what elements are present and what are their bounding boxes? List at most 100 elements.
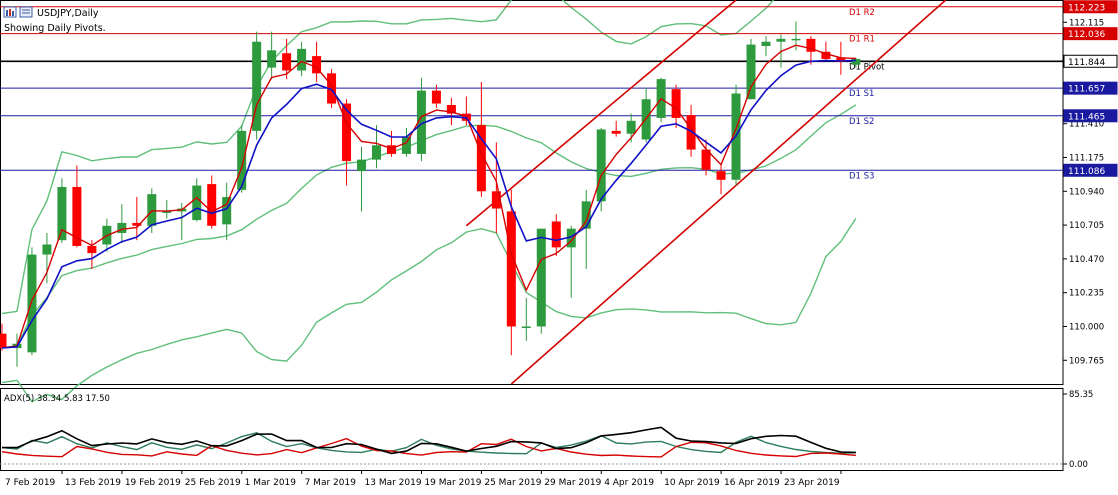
x-tick-label: 19 Feb 2019 [125, 478, 181, 488]
x-tick-label: 10 Apr 2019 [664, 478, 720, 488]
candle-body [267, 50, 277, 68]
pivot-label: D1 R1 [849, 35, 875, 45]
pivot-price-tag-text: 112.036 [1068, 30, 1105, 40]
candle-body [372, 145, 381, 160]
candle-body [821, 51, 831, 59]
candle-body [192, 185, 202, 221]
x-tick-label: 7 Feb 2019 [5, 478, 56, 488]
pivot-price-tag-text: 111.844 [1068, 58, 1105, 68]
bollinger-band-middle [1, 104, 857, 349]
adx-minus-di-line [1, 437, 856, 458]
candle-body [626, 120, 636, 134]
pivot-price-tag [1063, 81, 1118, 95]
candle-body [312, 56, 322, 74]
x-tick-label: 13 Feb 2019 [65, 478, 121, 488]
ema-slow-line [1, 59, 856, 349]
candle-body [596, 129, 606, 202]
y-tick-label: 110.000 [1069, 322, 1104, 332]
candle-body [357, 159, 367, 172]
x-tick-label: 16 Apr 2019 [724, 478, 780, 488]
subtitle: Showing Daily Pivots. [4, 23, 106, 34]
x-tick-label: 13 Mar 2019 [365, 478, 422, 488]
x-tick-label: 19 Mar 2019 [424, 478, 481, 488]
candle-body [416, 90, 426, 154]
channel-upper [465, 0, 737, 227]
adx-y-tick-label: 0.00 [1069, 460, 1088, 470]
candle-body [87, 245, 97, 254]
candle-body [27, 254, 37, 353]
candle-body [446, 104, 456, 114]
candle-body [0, 333, 7, 349]
y-tick-label: 111.175 [1069, 153, 1104, 163]
adx-plus-di-line [1, 432, 856, 455]
ema-fast-line [1, 44, 856, 349]
bollinger-band-upper [1, 0, 775, 315]
candle-body [521, 326, 531, 328]
candle-body [162, 211, 172, 213]
candle-body [42, 244, 52, 255]
y-tick-label: 111.410 [1069, 120, 1104, 130]
y-tick-label: 109.765 [1069, 356, 1104, 366]
candle-body [536, 228, 546, 327]
candle-body [252, 41, 262, 131]
candle-body [581, 201, 591, 229]
adx-main-line [2, 426, 856, 455]
pivot-price-tag [1063, 54, 1118, 68]
candle-body [746, 44, 756, 100]
pivot-price-tag-text: 112.223 [1068, 3, 1105, 13]
price-panel: 112.115 111.410 111.175 110.940 110.705 110.4… [0, 0, 1118, 403]
candle-body [611, 130, 621, 134]
candle-body [386, 145, 396, 154]
symbol-title: USDJPY,Daily [37, 8, 99, 19]
x-tick-label: 1 Mar 2019 [245, 478, 297, 488]
candle-body [791, 38, 801, 41]
pivot-price-tag [1063, 27, 1118, 41]
pivot-price-tag-text: 111.465 [1068, 112, 1105, 122]
bollinger-band-lower [1, 218, 857, 403]
x-tick-label: 4 Apr 2019 [604, 478, 654, 488]
candle-body [476, 125, 486, 192]
candle-body [297, 48, 307, 71]
candle-body [716, 171, 726, 180]
symbol-icon-2 [19, 6, 33, 18]
candle-body [237, 130, 247, 190]
pivot-price-tag [1063, 0, 1118, 14]
candle-body [551, 221, 561, 248]
adx-panel-frame [0, 388, 1064, 471]
candle-body [282, 53, 292, 71]
adx-panel: 85.35 0.00 [0, 388, 1093, 471]
adx-y-tick-label: 85.35 [1069, 390, 1093, 400]
pivot-price-tag-text: 111.086 [1068, 167, 1105, 177]
candle-body [566, 228, 576, 248]
candle-body [776, 38, 786, 42]
candle-body [222, 197, 232, 225]
candle-body [342, 103, 352, 162]
y-tick-label: 110.470 [1069, 255, 1104, 265]
pivot-label: D1 Pivot [849, 62, 885, 72]
candle-body [132, 222, 142, 226]
pivot-label: D1 S2 [849, 117, 874, 127]
candle-body [836, 57, 846, 62]
y-tick-label: 110.705 [1069, 221, 1104, 231]
pivot-price-tag [1063, 109, 1118, 123]
candle-body [506, 211, 516, 327]
pivot-price-tag [1063, 163, 1118, 177]
pivot-label: D1 R2 [849, 8, 875, 18]
x-axis: 7 Feb 2019 13 Feb 2019 19 Feb 2019 25 Feb 2… [5, 470, 842, 488]
symbol-icon [3, 6, 17, 18]
candle-body [671, 89, 681, 118]
candle-body [147, 194, 157, 226]
channel-lower [510, 0, 947, 385]
candle-body [806, 38, 816, 52]
y-tick-label: 110.235 [1069, 289, 1104, 299]
candle-body [57, 186, 67, 241]
x-tick-label: 29 Mar 2019 [544, 478, 601, 488]
candle-body [72, 186, 82, 246]
candle-body [491, 191, 501, 209]
candle-body [701, 149, 711, 170]
x-tick-label: 7 Mar 2019 [305, 478, 357, 488]
candle-body [117, 222, 127, 233]
x-tick-label: 25 Feb 2019 [185, 478, 241, 488]
pivot-price-tag-text: 111.657 [1068, 85, 1105, 95]
